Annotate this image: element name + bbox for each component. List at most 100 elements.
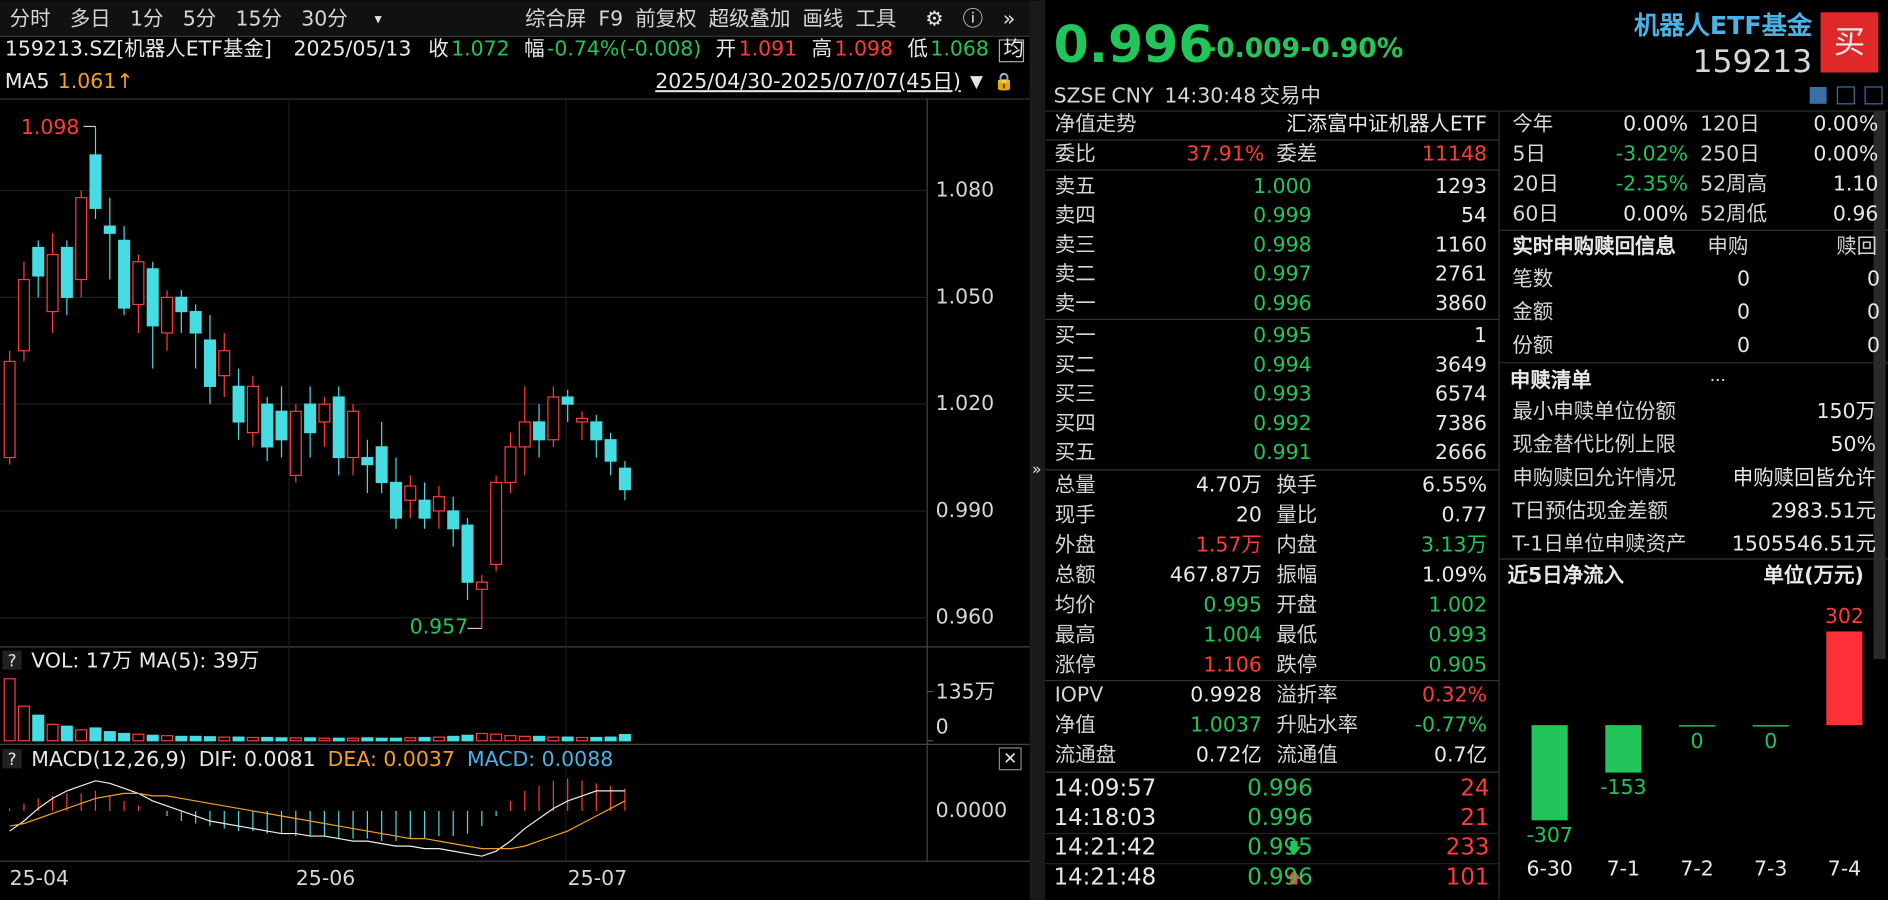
candle-body xyxy=(32,246,45,277)
toolbar-tab[interactable]: 分时 xyxy=(10,7,51,31)
list-value: 2983.51元 xyxy=(1771,498,1876,522)
close-panel[interactable] xyxy=(998,747,1022,771)
perf-value: 1.10 xyxy=(1833,172,1879,196)
toolbar-tab[interactable]: 15分 xyxy=(235,7,281,31)
perf-label: 今年 xyxy=(1512,111,1553,135)
book-volume: 2666 xyxy=(1435,440,1487,464)
book-volume: 7386 xyxy=(1435,411,1487,435)
nav-label: 净值走势 xyxy=(1055,111,1137,135)
toolbar-button[interactable]: 前复权 xyxy=(635,7,696,31)
book-volume: 3860 xyxy=(1435,291,1487,315)
candle-body xyxy=(447,510,460,530)
stat-label: IOPV xyxy=(1055,682,1103,706)
volume-bar xyxy=(604,736,617,742)
perf-value: 0.00% xyxy=(1623,111,1688,135)
settings-icon[interactable]: ⚙ xyxy=(925,7,943,31)
quote-label: 高 xyxy=(812,37,832,61)
wp-icon[interactable] xyxy=(998,39,1025,63)
candle-body xyxy=(561,396,574,405)
volume-bar xyxy=(504,735,517,742)
scrollbar[interactable] xyxy=(1873,111,1886,659)
trade-price: 0.996 xyxy=(1247,864,1312,890)
trade-time: 14:18:03 xyxy=(1054,805,1157,831)
lock-icon[interactable]: 🔒 xyxy=(994,71,1015,91)
toolbar-button[interactable]: 超级叠加 xyxy=(709,7,791,31)
book-label: 买三 xyxy=(1055,382,1096,406)
stat-label: 最低 xyxy=(1276,622,1317,646)
help-box[interactable] xyxy=(2,650,22,670)
edit-icon[interactable] xyxy=(1809,86,1827,104)
candle-body xyxy=(89,154,102,209)
help-icon[interactable]: ⓘ xyxy=(963,7,983,31)
window-icon[interactable] xyxy=(1836,86,1855,105)
toolbar-tab[interactable]: 多日 xyxy=(70,7,111,31)
buy-button-bg[interactable] xyxy=(1820,12,1879,73)
range-dropdown[interactable]: ▼ xyxy=(970,71,983,91)
volume-bar xyxy=(447,735,460,742)
dropdown-icon[interactable]: ▾ xyxy=(374,12,382,28)
toolbar-button[interactable]: 综合屏 xyxy=(525,7,586,31)
security: 159213.SZ[机器人ETF基金] xyxy=(5,37,272,61)
volume-bar xyxy=(232,736,245,742)
stat-label: 涨停 xyxy=(1055,652,1096,676)
toolbar-button[interactable]: F9 xyxy=(598,7,623,31)
chart-unit: 单位(万元) xyxy=(1763,563,1864,587)
volume-bar xyxy=(46,723,59,742)
book-label: 买一 xyxy=(1055,323,1096,347)
book-volume: 1293 xyxy=(1435,174,1487,198)
candle-body xyxy=(590,421,603,441)
trade-volume: 233 xyxy=(1446,835,1490,861)
quote-label: 幅 xyxy=(524,37,544,61)
candle-body xyxy=(60,246,73,298)
book-volume: 6574 xyxy=(1435,382,1487,406)
more-icon[interactable]: ··· xyxy=(1710,370,1726,390)
help-mark[interactable]: ? xyxy=(8,749,17,769)
close-icon[interactable]: ✕ xyxy=(1003,748,1017,768)
help-box[interactable] xyxy=(2,749,22,769)
macd-macd_label: MACD: 0.0088 xyxy=(467,747,613,771)
trade-price: 0.996 xyxy=(1247,775,1312,801)
fund-code: 159213 xyxy=(1693,44,1812,80)
toolbar-tab[interactable]: 30分 xyxy=(301,7,347,31)
candle-body xyxy=(118,239,131,309)
stat-value: 0.7亿 xyxy=(1434,742,1487,766)
candle-body xyxy=(618,467,631,491)
price-change: -0.009 xyxy=(1205,33,1300,64)
toolbar-tab[interactable]: 5分 xyxy=(183,7,216,31)
candle-body xyxy=(604,439,617,462)
stat-label: 换手 xyxy=(1276,473,1317,497)
book-label: 卖三 xyxy=(1055,232,1096,256)
add-icon[interactable] xyxy=(1864,86,1883,105)
data-label: -307 xyxy=(1526,823,1572,847)
book-label: 卖五 xyxy=(1055,174,1096,198)
volume-bar xyxy=(533,735,546,742)
book-price: 0.996 xyxy=(1253,291,1312,315)
toolbar-button[interactable]: 画线 xyxy=(803,7,844,31)
candle-body xyxy=(146,268,159,327)
book-volume: 54 xyxy=(1461,203,1487,227)
book-price: 0.995 xyxy=(1253,323,1312,347)
collapse-icon[interactable]: » xyxy=(1032,459,1042,478)
help-mark[interactable]: ? xyxy=(8,650,17,670)
toolbar-button[interactable]: 工具 xyxy=(855,7,896,31)
expand-icon[interactable]: » xyxy=(1003,7,1016,31)
splitter[interactable] xyxy=(1029,0,1046,900)
candle-body xyxy=(218,350,231,377)
x-tick-label: 6-30 xyxy=(1526,857,1572,881)
toolbar-tab[interactable]: 1分 xyxy=(130,7,163,31)
volume-bar xyxy=(103,731,116,742)
perf-value: 0.00% xyxy=(1813,111,1878,135)
trade-price: 0.996 xyxy=(1247,805,1312,831)
volume-bar xyxy=(304,737,317,742)
stat-value: 467.87万 xyxy=(1170,562,1262,586)
section-title: 申赎清单 xyxy=(1510,368,1592,392)
candle-body xyxy=(132,261,145,306)
buy-button[interactable]: 买 xyxy=(1834,25,1865,61)
stat-value: 1.57万 xyxy=(1196,532,1262,556)
candle-body xyxy=(175,296,188,313)
stat-value: 6.55% xyxy=(1422,473,1487,497)
candle-body xyxy=(203,339,216,387)
candle-body xyxy=(490,481,503,565)
volume-bar xyxy=(575,736,589,742)
